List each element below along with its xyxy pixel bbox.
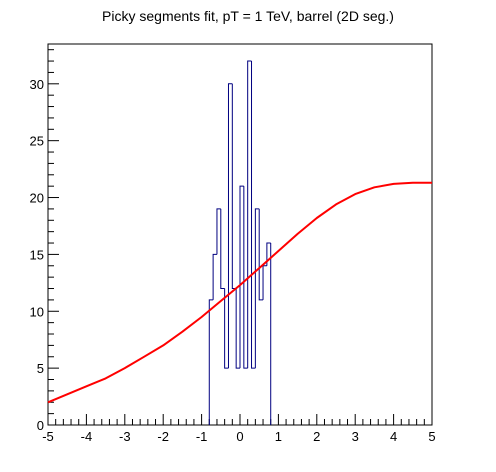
histogram-bin [231, 83, 237, 290]
x-tick-label: -2 [157, 429, 169, 444]
x-tick-label: 5 [428, 429, 435, 444]
y-tick-label: 20 [30, 191, 44, 206]
fit-curve-line [47, 181, 432, 404]
x-tick-label: 0 [236, 429, 243, 444]
histogram-bin [258, 208, 264, 301]
x-tick-label: 2 [313, 429, 320, 444]
y-tick-labels: 0 5 10 15 20 25 30 [30, 77, 44, 433]
y-tick-label: 0 [37, 418, 44, 433]
y-tick-label: 10 [30, 304, 44, 319]
histogram-bin [227, 83, 233, 369]
x-tick-label: 1 [275, 429, 282, 444]
axis-ticks [47, 49, 433, 426]
x-tick-label: -3 [119, 429, 131, 444]
fit-curve-series [47, 181, 433, 404]
x-tick-labels: -5 -4 -3 -2 -1 0 1 2 3 4 5 [42, 429, 435, 444]
y-tick-label: 15 [30, 247, 44, 262]
x-tick-label: 3 [352, 429, 359, 444]
x-tick-label: -1 [196, 429, 208, 444]
x-tick-label: -4 [81, 429, 93, 444]
histogram-series [208, 60, 272, 425]
histogram-bin [247, 60, 252, 369]
histogram-bin [224, 288, 229, 369]
histogram-bin [254, 208, 260, 369]
chart-title: Picky segments fit, pT = 1 TeV, barrel (… [102, 8, 394, 24]
histogram-bin [266, 242, 271, 266]
histogram-bin [216, 208, 221, 255]
histogram-bin [243, 186, 248, 369]
y-tick-label: 25 [30, 134, 44, 149]
histogram-bin [262, 265, 267, 300]
y-tick-label: 30 [30, 77, 44, 92]
histogram-bin [239, 185, 244, 369]
histogram-bin [220, 208, 225, 290]
y-tick-label: 5 [37, 361, 44, 376]
x-tick-label: -5 [42, 429, 54, 444]
histogram-bin [208, 299, 214, 425]
x-tick-label: 4 [390, 429, 397, 444]
histogram-bin [235, 288, 240, 369]
histogram-bin [251, 61, 256, 369]
histogram-bin [212, 253, 217, 300]
